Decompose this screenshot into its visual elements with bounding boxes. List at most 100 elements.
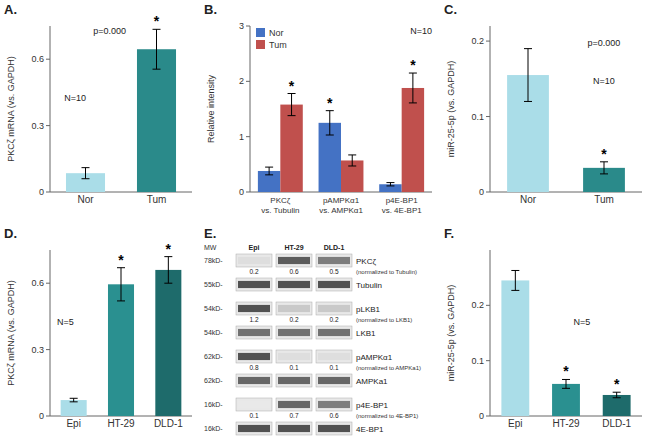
error-bar: [288, 94, 296, 116]
bar: [552, 384, 580, 416]
bar: [155, 270, 181, 416]
annotation: p=0.000: [588, 38, 621, 48]
error-bar-stem: [352, 155, 353, 166]
error-bar-stem: [168, 257, 169, 284]
error-bar-stem: [121, 268, 122, 301]
legend-swatch: [256, 40, 265, 49]
protein-label: pAMPKα1: [356, 353, 393, 362]
error-bar: [117, 268, 125, 301]
blot-band: [318, 257, 350, 264]
quant-label: 0.7: [289, 412, 298, 419]
lane-background: [276, 350, 312, 363]
plot-area: [258, 73, 424, 192]
blot-band: [278, 401, 310, 408]
norm-note: (normalized to AMPKa1): [356, 365, 421, 371]
quant-label: 0.5: [329, 268, 338, 275]
mw-header: MW: [204, 244, 217, 251]
plot-area: [507, 49, 625, 192]
y-axis-line: [50, 26, 51, 192]
legend: NorTum: [256, 28, 287, 50]
x-tick-label: Nor: [520, 194, 537, 205]
blot-band: [238, 425, 270, 432]
blot-band: [278, 377, 310, 384]
panel-label: B.: [204, 2, 217, 17]
lane-background: [316, 278, 352, 291]
error-bar-stem: [73, 398, 74, 402]
error-bar: [326, 111, 334, 135]
y-tick: [246, 192, 250, 193]
lane-background: [276, 374, 312, 387]
panel: C.00.10.2miR-25-5p (vs. GAPDH)*NorTump=0…: [444, 2, 642, 205]
quant-label: 0.2: [329, 316, 338, 323]
error-bar-cap: [265, 167, 273, 168]
protein-label: 4E-BP1: [356, 425, 384, 434]
error-bar-cap: [82, 167, 90, 168]
annotation: N=10: [64, 93, 86, 103]
mw-label: 62kD-: [204, 377, 223, 384]
lane-background: [276, 326, 312, 339]
blot-band: [238, 281, 270, 288]
error-bar-cap: [70, 398, 78, 399]
lane-background: [236, 326, 272, 339]
lane-background: [276, 278, 312, 291]
plot-area: [61, 257, 182, 416]
x-tick-label: Nor: [77, 194, 94, 205]
error-bar-cap: [117, 300, 125, 301]
y-tick-label: 0.3: [31, 121, 44, 131]
y-axis-label: PKCζ mRNA (vs. GAPDH): [6, 56, 16, 161]
y-axis-label: PKCζ mRNA (vs. GAPDH): [6, 280, 16, 385]
y-tick: [246, 136, 250, 137]
protein-label: Tubulin: [356, 281, 382, 290]
error-bar-cap: [70, 401, 78, 402]
lane-background: [316, 326, 352, 339]
x-tick-label: p4E-BP1vs. 4E-BP1: [382, 196, 423, 215]
quant-label: 0.2: [249, 268, 258, 275]
y-axis-label: miR-25-5p (vs. GAPDH): [446, 61, 456, 158]
lane-background: [236, 422, 272, 435]
x-tick-label: PKCζvs. Tubulin: [261, 196, 299, 215]
y-tick-label: 3: [239, 21, 244, 31]
error-bar-cap: [348, 165, 356, 166]
y-tick-label: 0: [479, 187, 484, 197]
quant-label: 1.2: [249, 316, 258, 323]
norm-note: (normalized to Tubulin): [356, 269, 417, 275]
error-bar: [409, 73, 417, 103]
figure: A.00.30.6PKCζ mRNA (vs. GAPDH)*NorTump=0…: [0, 0, 650, 448]
significance-star: *: [614, 376, 620, 392]
error-bar-stem: [156, 29, 157, 69]
error-bar-cap: [524, 101, 532, 102]
blot-band: [238, 257, 270, 264]
blot-band: [278, 257, 310, 264]
panel-label: E.: [204, 226, 216, 241]
quant-label: 0.1: [329, 364, 338, 371]
lane-background: [236, 254, 272, 267]
y-tick: [46, 283, 50, 284]
significance-star: *: [154, 13, 160, 29]
error-bar-cap: [386, 182, 394, 183]
x-tick-label: Tum: [594, 194, 614, 205]
legend-swatch: [256, 28, 265, 37]
x-tick-label: Tum: [147, 194, 167, 205]
x-tick-label: pAMPKα1vs. AMPKα1: [319, 196, 363, 215]
y-tick-label: 0.6: [31, 54, 44, 64]
error-bar-cap: [153, 69, 161, 70]
y-tick: [486, 416, 490, 417]
blot-band: [318, 377, 350, 384]
y-tick: [486, 192, 490, 193]
bar: [280, 105, 302, 192]
norm-note: (normalized to LKB1): [356, 317, 412, 323]
lane-background: [316, 398, 352, 411]
error-bar-cap: [524, 48, 532, 49]
error-bar: [265, 167, 273, 175]
protein-label: PKCζ: [356, 257, 376, 266]
error-bar: [153, 29, 161, 69]
error-bar: [386, 183, 394, 186]
y-tick-label: 0: [479, 411, 484, 421]
x-tick-label: HT-29: [552, 418, 580, 429]
lane-label: HT-29: [284, 244, 303, 251]
blot-band: [318, 329, 350, 336]
y-tick: [46, 192, 50, 193]
y-tick-label: 0.1: [471, 356, 484, 366]
blot-band: [278, 425, 310, 432]
significance-star: *: [410, 57, 416, 73]
